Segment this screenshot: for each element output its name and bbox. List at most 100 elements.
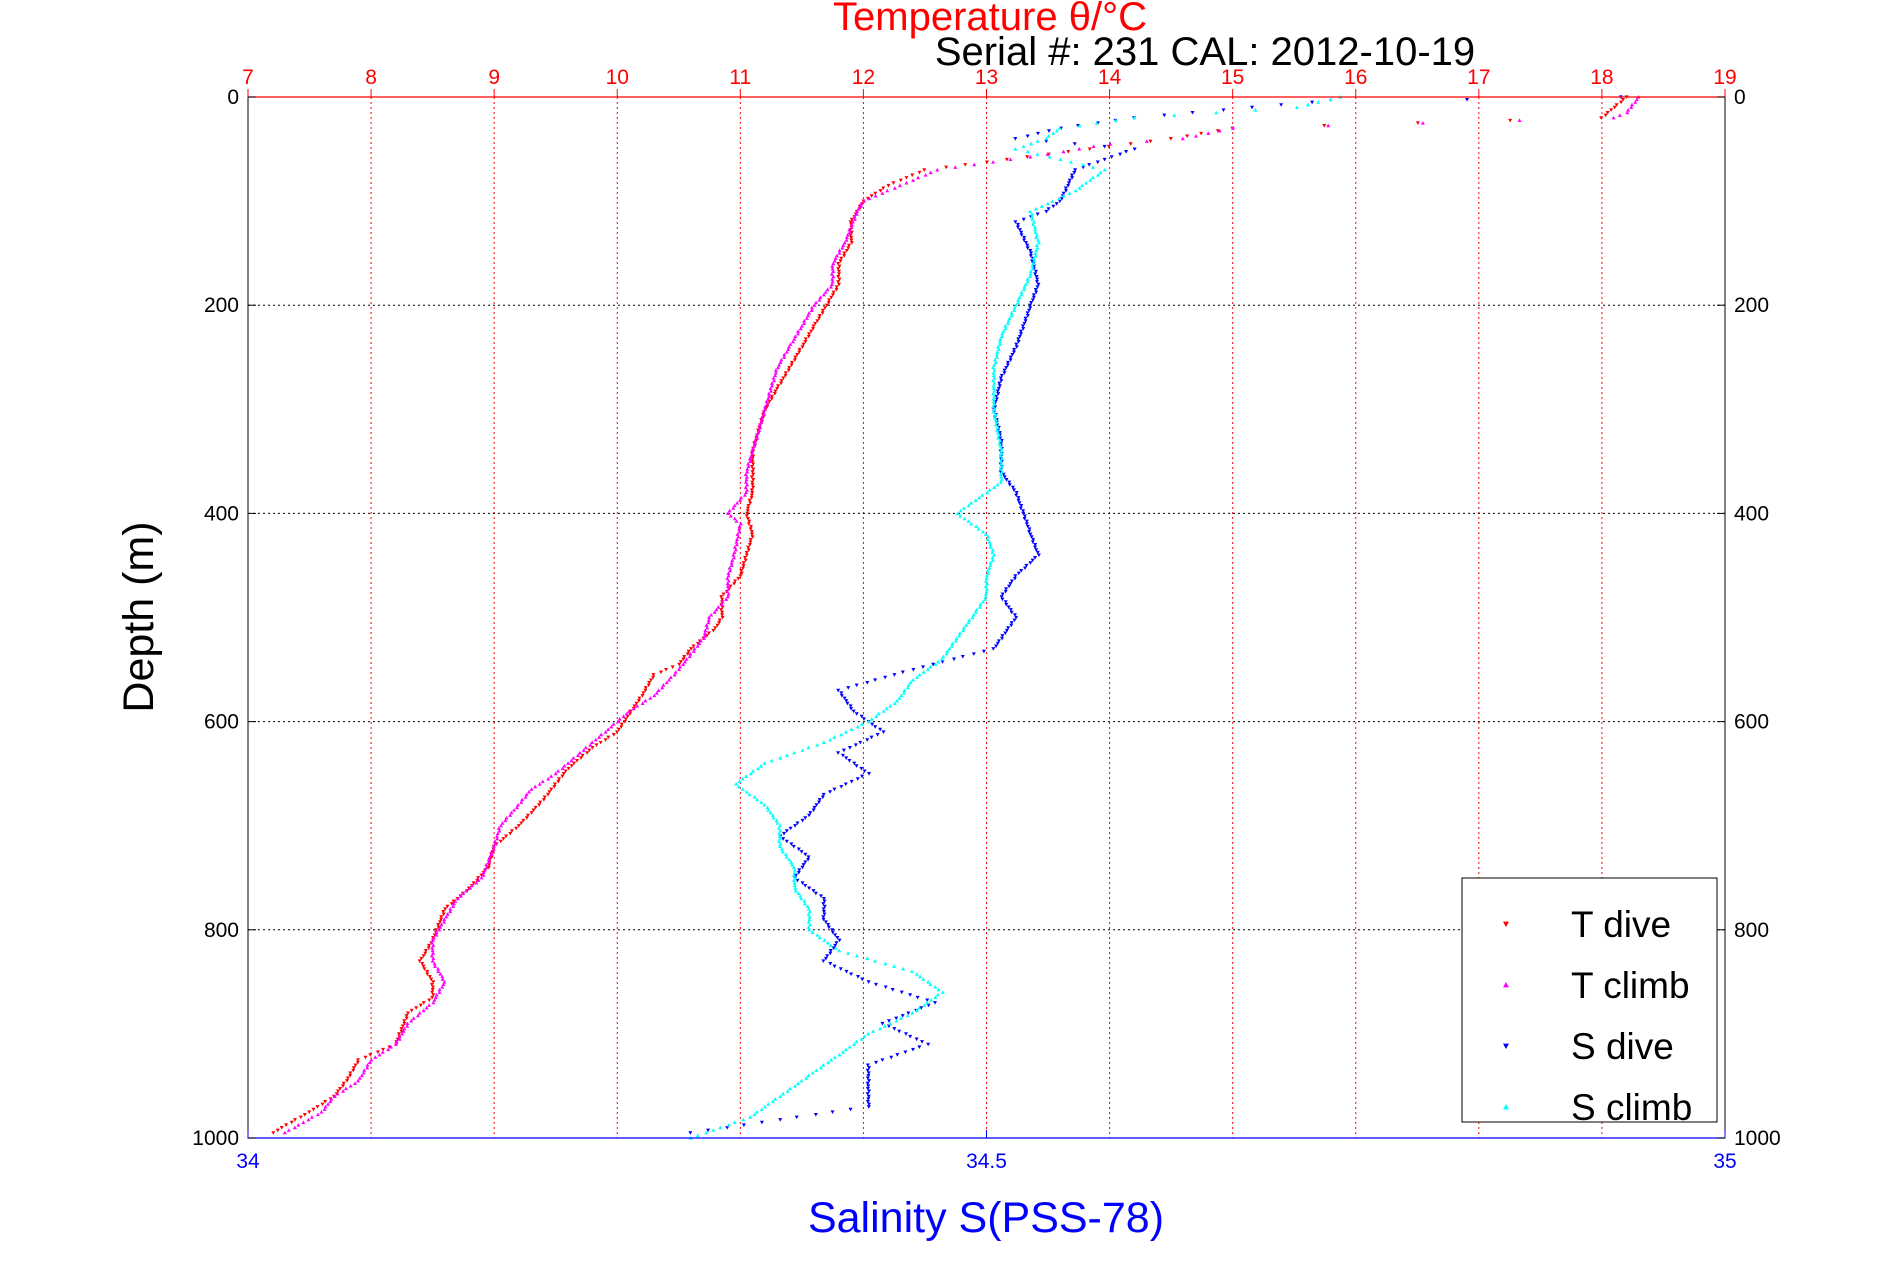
data-point [820,795,825,800]
data-point [732,516,737,521]
data-point [421,1001,426,1005]
data-point [1599,116,1604,120]
data-point [852,761,857,766]
data-point [999,456,1004,461]
data-point [1007,584,1012,589]
data-point [1144,139,1149,143]
data-point [990,558,995,562]
data-point [351,1068,356,1073]
data-point [883,985,888,990]
temp-tick-label: 11 [729,66,751,89]
data-point [991,391,996,396]
data-point [695,644,700,648]
data-point [729,563,734,568]
data-point [972,162,977,167]
data-point [985,490,990,495]
data-point [746,503,751,508]
data-point [343,1086,348,1091]
data-point [1028,209,1033,214]
data-point [1035,152,1040,156]
data-point [880,1058,885,1062]
data-point [402,1021,407,1026]
data-point [1029,251,1034,256]
data-point [640,701,645,705]
data-point [833,933,838,938]
data-point [808,811,813,815]
data-point [688,651,693,656]
data-point [897,183,902,188]
data-point [1033,225,1038,229]
data-point [769,389,774,393]
data-point [1051,204,1056,209]
data-point [431,985,436,990]
data-point [933,985,938,989]
data-point [1028,274,1033,279]
data-point [830,277,835,281]
data-point [811,327,816,331]
data-point [779,847,784,851]
data-point [1024,563,1029,568]
data-point [431,938,436,942]
data-point [678,660,683,664]
data-point [497,828,502,833]
data-point [834,941,839,945]
data-point [833,256,838,260]
data-point [1019,332,1024,336]
data-point [782,831,787,836]
data-point [1000,634,1005,638]
data-point [746,548,751,552]
data-point [491,847,496,851]
data-point [998,480,1003,484]
data-point [1061,191,1066,196]
data-point [762,412,767,417]
data-point [1061,149,1066,154]
data-point [985,537,990,542]
data-point [837,1052,842,1057]
data-point [754,433,759,437]
data-point [691,644,696,649]
data-point [883,675,888,680]
data-point [562,763,567,768]
data-point [673,670,678,674]
data-point [768,386,773,391]
data-point [999,373,1004,378]
data-point [897,1029,902,1034]
data-point [898,1016,903,1020]
data-point [433,995,438,1000]
data-point [886,1019,891,1023]
data-point [307,1110,312,1114]
data-point [867,1102,872,1107]
data-point [484,865,489,869]
data-point [749,530,754,534]
data-point [839,785,844,789]
data-point [1025,314,1030,318]
data-point [908,993,913,997]
data-point [865,738,870,742]
data-point [732,1120,737,1124]
data-point [748,501,753,505]
data-point [661,683,666,687]
data-point [401,1029,406,1033]
data-point [1018,506,1023,511]
data-point [751,462,756,466]
data-point [1004,157,1009,162]
data-point [830,266,835,271]
data-point [883,961,888,966]
data-point [998,472,1003,476]
data-point [999,334,1004,339]
data-point [799,1078,804,1083]
data-point [552,785,557,789]
data-point [275,1128,280,1133]
data-point [928,982,933,987]
data-point [1033,206,1038,211]
data-point [914,1037,919,1042]
data-point [994,397,999,401]
data-point [999,477,1004,482]
data-point [795,878,800,883]
data-point [860,722,865,726]
data-point [802,321,807,326]
data-point [1095,160,1100,165]
data-point [652,693,657,698]
data-point [519,800,524,804]
data-point [738,521,743,526]
